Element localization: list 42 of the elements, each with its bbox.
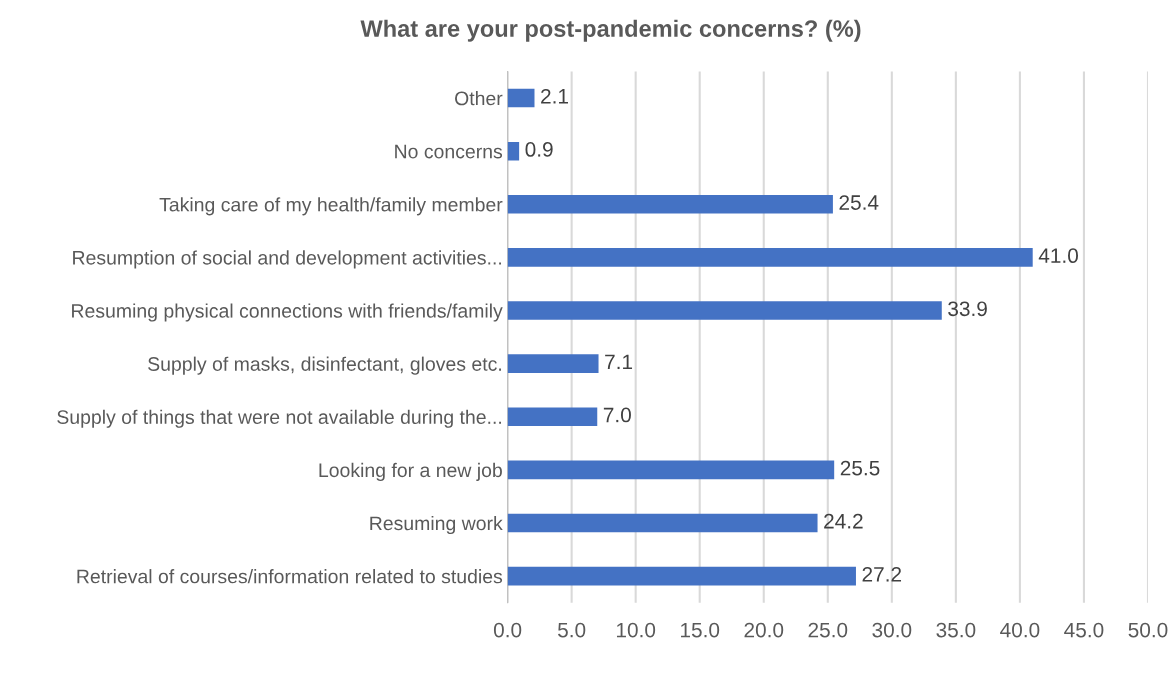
- y-tick-label: Looking for a new job: [319, 462, 502, 481]
- y-tick-label: Resumption of social and development activities...: [73, 250, 501, 269]
- y-tick-label: Taking care of my health/family member: [159, 197, 503, 216]
- data-label: 27.2: [862, 566, 902, 582]
- bar: [507, 301, 942, 320]
- x-tick-label: 50.0: [1128, 622, 1168, 638]
- x-tick-label: 40.0: [1000, 622, 1040, 638]
- x-tick-label: 5.0: [557, 622, 586, 638]
- x-tick-label: 35.0: [936, 622, 976, 638]
- chart-title: What are your post-pandemic concerns? (%): [360, 19, 861, 42]
- bar: [507, 248, 1033, 267]
- data-label: 25.4: [839, 195, 879, 210]
- bar: [507, 88, 535, 108]
- y-tick-label: No concerns: [395, 144, 503, 159]
- y-tick-label: Resuming work: [370, 515, 503, 535]
- bar: [507, 407, 598, 427]
- y-tick-label: Supply of masks, disinfectant, gloves etc.: [148, 356, 501, 375]
- bar: [507, 513, 818, 533]
- data-label: 41.0: [1038, 248, 1078, 264]
- x-tick-label: 45.0: [1064, 622, 1104, 638]
- x-tick-label: 25.0: [808, 622, 848, 638]
- data-label: 25.5: [840, 460, 880, 476]
- bar: [507, 141, 520, 161]
- y-tick-label: Other: [455, 91, 503, 106]
- data-label: 24.2: [824, 513, 863, 529]
- data-label: 2.1: [541, 88, 568, 104]
- bar: [507, 566, 856, 586]
- x-tick-label: 0.0: [493, 622, 522, 638]
- bar: [507, 354, 599, 373]
- y-tick-label: Retrieval of courses/information related to studies: [77, 569, 503, 584]
- data-label: 33.9: [948, 301, 987, 317]
- x-tick-label: 10.0: [616, 622, 656, 638]
- bar: [507, 460, 835, 480]
- x-tick-label: 20.0: [744, 622, 784, 638]
- bar: [507, 195, 833, 214]
- data-label: 7.1: [605, 354, 633, 370]
- x-tick-label: 15.0: [681, 622, 720, 638]
- x-tick-label: 30.0: [872, 622, 912, 638]
- y-tick-label: Resuming physical connections with friends/family: [72, 303, 503, 322]
- data-label: 0.9: [525, 142, 553, 157]
- y-tick-label: Supply of things that were not available during the...: [57, 409, 501, 428]
- data-label: 7.0: [603, 407, 631, 423]
